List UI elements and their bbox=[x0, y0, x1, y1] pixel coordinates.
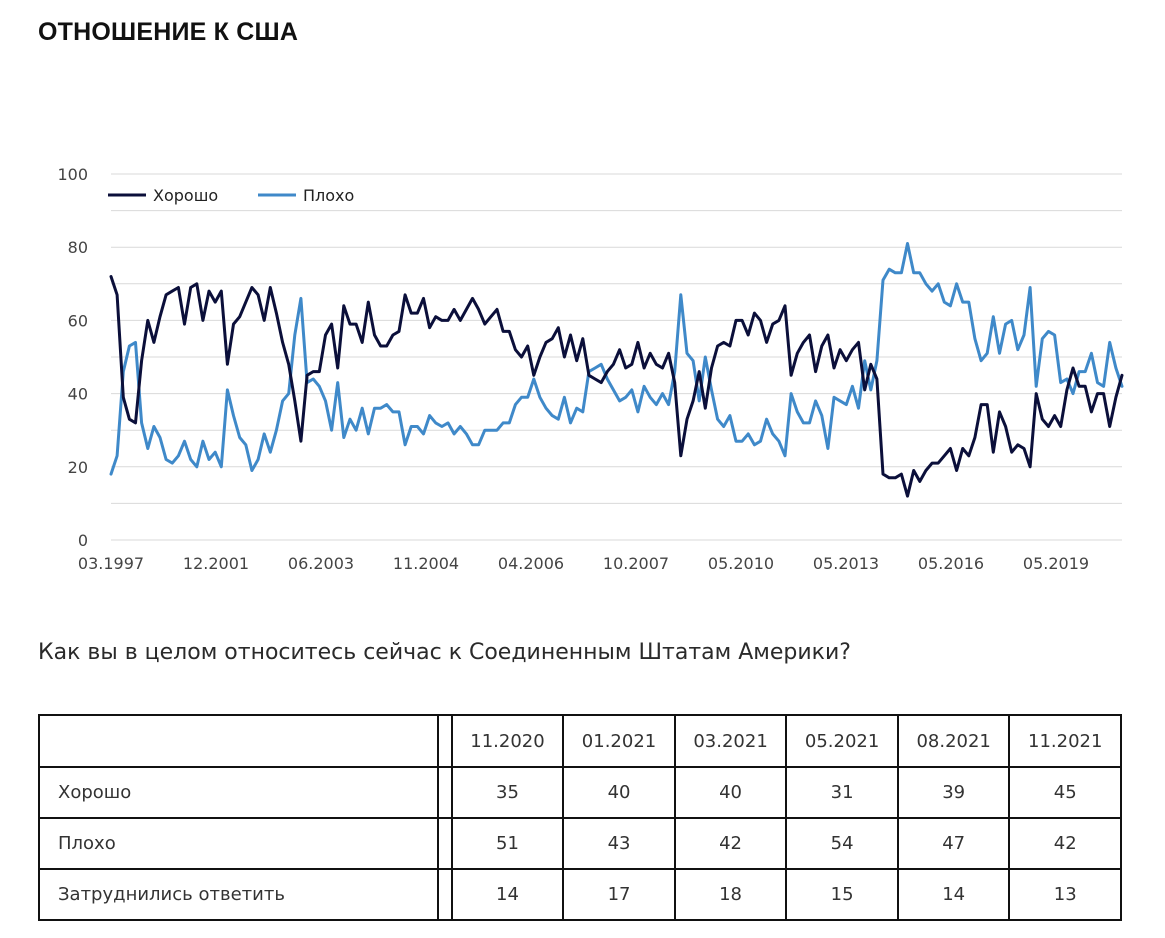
table-cell: 14 bbox=[896, 868, 1011, 921]
table-row-undecided: Затруднились ответить 14 17 18 15 14 13 bbox=[38, 868, 1122, 921]
x-tick-label: 04.2006 bbox=[498, 554, 564, 573]
y-tick-label: 20 bbox=[68, 458, 88, 477]
table-separator-cell bbox=[436, 766, 453, 819]
table-cell: 42 bbox=[1008, 817, 1122, 870]
table-header-date: 03.2021 bbox=[673, 714, 788, 768]
table-cell: 40 bbox=[673, 766, 788, 819]
x-axis-tick-labels: 03.1997 12.2001 06.2003 11.2004 04.2006 10.20… bbox=[78, 554, 1089, 573]
page-title: ОТНОШЕНИЕ К США bbox=[38, 18, 299, 46]
table-separator-cell bbox=[436, 817, 453, 870]
series-bad bbox=[109, 242, 1124, 476]
table-separator-cell bbox=[436, 868, 453, 921]
y-tick-label: 100 bbox=[57, 165, 88, 184]
table-cell: 51 bbox=[450, 817, 565, 870]
table-row-bad: Плохо 51 43 42 54 47 42 bbox=[38, 817, 1122, 870]
x-tick-label: 05.2013 bbox=[813, 554, 879, 573]
table-header-date: 11.2020 bbox=[450, 714, 565, 768]
table-cell: 13 bbox=[1008, 868, 1122, 921]
table-header-corner bbox=[38, 714, 439, 768]
table-separator-cell bbox=[436, 714, 453, 768]
row-label: Затруднились ответить bbox=[38, 868, 439, 921]
table-cell: 39 bbox=[896, 766, 1011, 819]
x-tick-label: 05.2019 bbox=[1023, 554, 1089, 573]
chart-legend: Хорошо Плохо bbox=[108, 186, 354, 205]
table-cell: 47 bbox=[896, 817, 1011, 870]
x-tick-label: 10.2007 bbox=[603, 554, 669, 573]
y-tick-label: 80 bbox=[68, 238, 88, 257]
y-tick-label: 40 bbox=[68, 385, 88, 404]
x-tick-label: 11.2004 bbox=[393, 554, 459, 573]
x-tick-label: 12.2001 bbox=[183, 554, 249, 573]
table-cell: 31 bbox=[785, 766, 899, 819]
table-cell: 54 bbox=[785, 817, 899, 870]
legend-label-bad: Плохо bbox=[303, 186, 354, 205]
y-tick-label: 0 bbox=[78, 531, 88, 550]
legend-label-good: Хорошо bbox=[153, 186, 218, 205]
x-tick-label: 06.2003 bbox=[288, 554, 354, 573]
line-good bbox=[109, 275, 1124, 498]
row-label: Хорошо bbox=[38, 766, 439, 819]
x-tick-label: 05.2010 bbox=[708, 554, 774, 573]
y-axis-tick-labels: 0 20 40 60 80 100 bbox=[57, 165, 88, 550]
table-row-good: Хорошо 35 40 40 31 39 45 bbox=[38, 766, 1122, 819]
table-cell: 18 bbox=[673, 868, 788, 921]
table-header-date: 01.2021 bbox=[562, 714, 676, 768]
line-chart: 0 20 40 60 80 100 03.1997 12.2001 06.2003 11.200… bbox=[57, 165, 1124, 573]
table-header-row: 11.2020 01.2021 03.2021 05.2021 08.2021 … bbox=[38, 714, 1122, 768]
series-good bbox=[109, 275, 1124, 498]
y-tick-label: 60 bbox=[68, 311, 88, 330]
table-cell: 15 bbox=[785, 868, 899, 921]
x-tick-label: 05.2016 bbox=[918, 554, 984, 573]
table-cell: 35 bbox=[450, 766, 565, 819]
table-cell: 43 bbox=[562, 817, 676, 870]
row-label: Плохо bbox=[38, 817, 439, 870]
table-header-date: 08.2021 bbox=[896, 714, 1011, 768]
results-table-wrapper: 11.2020 01.2021 03.2021 05.2021 08.2021 … bbox=[0, 700, 1122, 938]
table-cell: 45 bbox=[1008, 766, 1122, 819]
x-tick-label: 03.1997 bbox=[78, 554, 144, 573]
table-header-date: 11.2021 bbox=[1008, 714, 1122, 768]
table-cell: 40 bbox=[562, 766, 676, 819]
table-cell: 17 bbox=[562, 868, 676, 921]
chart-series bbox=[109, 242, 1124, 498]
results-table: 11.2020 01.2021 03.2021 05.2021 08.2021 … bbox=[38, 714, 1122, 921]
table-cell: 42 bbox=[673, 817, 788, 870]
table-header-date: 05.2021 bbox=[785, 714, 899, 768]
table-cell: 14 bbox=[450, 868, 565, 921]
survey-question: Как вы в целом относитесь сейчас к Соеди… bbox=[38, 640, 851, 665]
line-bad bbox=[109, 242, 1124, 476]
